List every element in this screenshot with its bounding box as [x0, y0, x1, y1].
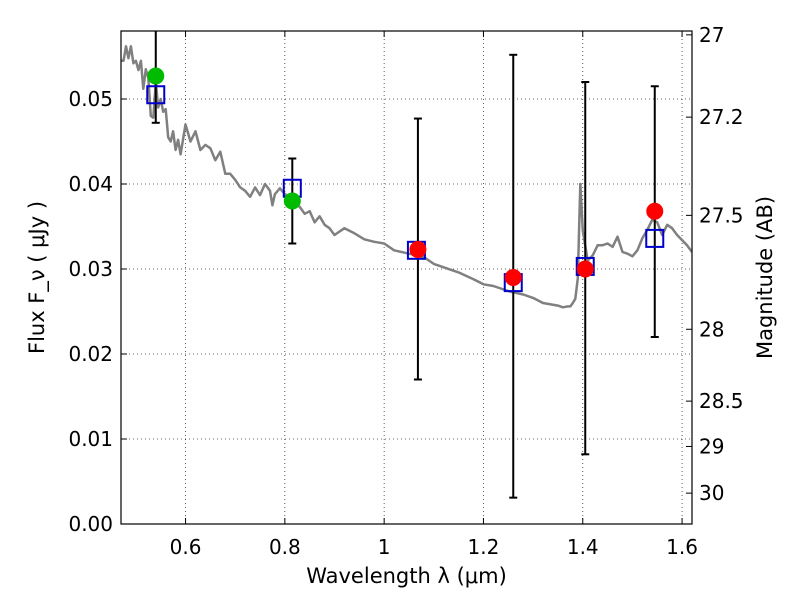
x-tick-label: 1.2 [468, 535, 500, 559]
axis-tick-labels: 0.6 0.8 1 1.2 1.4 1.6 0.00 0.01 0.02 0.03 0.04 0.05… [68, 23, 743, 559]
axis-ticks [121, 31, 692, 525]
x-tick-label: 1.4 [567, 535, 599, 559]
observed-flux-marker [504, 269, 522, 286]
y2-tick-label: 28.5 [699, 389, 744, 413]
observed-flux-marker [576, 260, 594, 278]
y2-tick-label: 29 [699, 434, 724, 458]
y-tick-label: 0.00 [68, 512, 113, 536]
y2-axis-label: Magnitude (AB) [753, 196, 777, 359]
observed-flux-marker [283, 192, 301, 210]
y2-tick-label: 30 [699, 481, 724, 505]
model-square-marker [146, 85, 166, 105]
y-tick-label: 0.01 [68, 427, 113, 451]
model-sed-curve [121, 45, 692, 309]
y-axis-label: Flux F_ν ( μJy ) [25, 201, 50, 354]
observed-flux-marker [409, 240, 427, 258]
model-square-marker [645, 228, 665, 248]
plot-frame [120, 30, 693, 525]
x-tick-label: 1.6 [666, 535, 698, 559]
observed-points [147, 67, 664, 286]
sed-line [121, 45, 692, 309]
y-tick-label: 0.04 [68, 172, 113, 196]
y-tick-label: 0.02 [68, 342, 113, 366]
y-tick-label: 0.05 [68, 87, 113, 111]
observed-flux-marker [147, 67, 165, 85]
x-tick-label: 0.6 [170, 535, 202, 559]
x-tick-label: 1 [378, 535, 391, 559]
y2-tick-label: 27.2 [699, 105, 744, 129]
grid-lines [121, 31, 692, 524]
y2-tick-label: 28 [699, 317, 724, 341]
observed-flux-marker [646, 202, 664, 220]
y2-tick-label: 27.5 [699, 203, 744, 227]
y-tick-label: 0.03 [68, 257, 113, 281]
x-tick-label: 0.8 [269, 535, 301, 559]
y2-tick-label: 27 [699, 23, 724, 47]
x-axis-label: Wavelength λ (μm) [306, 564, 507, 588]
